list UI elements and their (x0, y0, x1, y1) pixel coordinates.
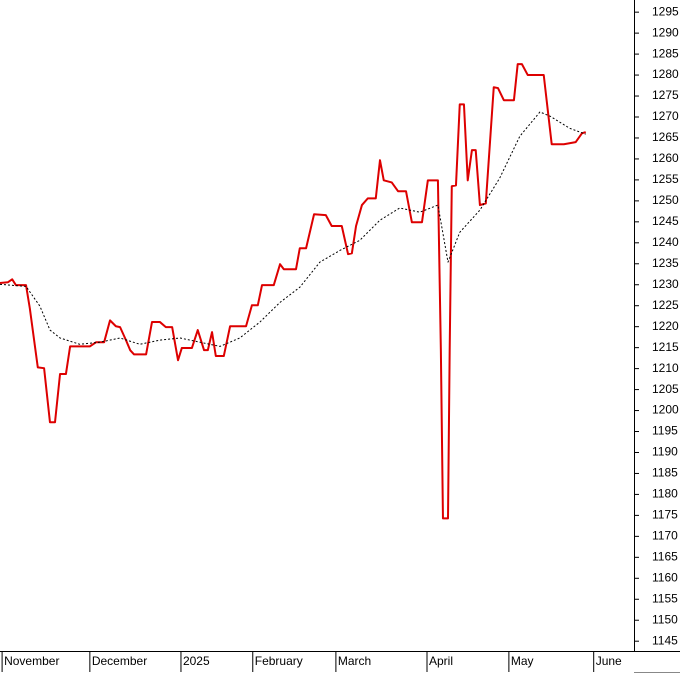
x-tick-label: June (596, 654, 622, 668)
y-tick-label: 1285 (652, 46, 679, 60)
y-tick-label: 1225 (652, 298, 679, 312)
y-tick-label: 1150 (652, 612, 678, 626)
x-tick-label: April (429, 654, 453, 668)
y-tick-label: 1230 (652, 277, 679, 291)
y-tick-label: 1265 (652, 130, 679, 144)
y-tick-label: 1290 (652, 25, 679, 39)
y-tick-label: 1180 (652, 487, 678, 501)
y-tick-label: 1170 (652, 529, 678, 543)
y-tick-label: 1255 (652, 172, 679, 186)
y-tick-label: 1275 (652, 88, 679, 102)
x-tick-label: November (4, 654, 59, 668)
y-tick-label: 1200 (652, 403, 679, 417)
y-tick-label: 1260 (652, 151, 679, 165)
x-tick-label: March (338, 654, 371, 668)
y-tick-label: 1185 (652, 466, 678, 480)
y-tick-label: 1165 (652, 549, 678, 563)
y-tick-label: 1220 (652, 319, 679, 333)
y-tick-label: 1155 (652, 591, 678, 605)
y-tick-label: 1270 (652, 109, 679, 123)
y-tick-label: 1160 (652, 570, 678, 584)
y-tick-label: 1175 (652, 508, 678, 522)
x-tick-label: December (92, 654, 147, 668)
x-tick-label: 2025 (183, 654, 210, 668)
series-line (0, 63, 587, 520)
y-tick-label: 1280 (652, 67, 679, 81)
y-tick-label: 1190 (652, 445, 678, 459)
y-tick-label: 1240 (652, 235, 679, 249)
y-tick-label: 1235 (652, 256, 679, 270)
y-tick-label: 1145 (652, 633, 678, 647)
y-tick-label: 1295 (652, 4, 679, 18)
series-line (0, 111, 586, 347)
y-tick-label: 1195 (652, 424, 678, 438)
y-tick-label: 1215 (652, 340, 679, 354)
y-tick-label: 1205 (652, 382, 679, 396)
y-tick-label: 1210 (652, 361, 679, 375)
y-tick-label: 1245 (652, 214, 679, 228)
x-tick-label: May (511, 654, 534, 668)
y-tick-label: 1250 (652, 193, 679, 207)
x-tick-label: February (255, 654, 303, 668)
